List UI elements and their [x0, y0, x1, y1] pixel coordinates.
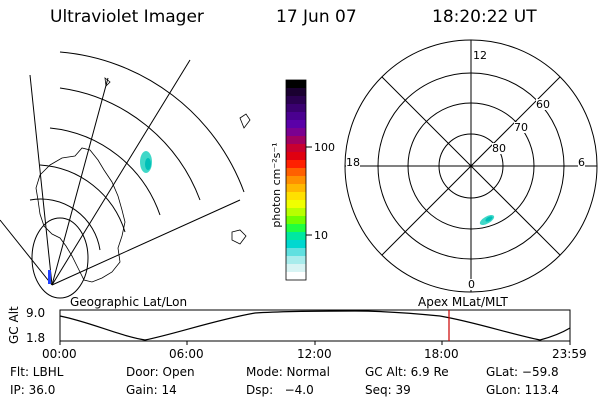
colorbar-band — [286, 96, 306, 105]
colorbar-band — [286, 208, 306, 217]
lat-circle — [59, 51, 245, 193]
polar-hour-label: 6 — [578, 156, 585, 169]
polar-lat-label: 60 — [536, 98, 550, 111]
status-mode: Mode: Normal — [246, 365, 330, 379]
polar-hour-label: 0 — [468, 278, 475, 291]
status-filter: Flt: LBHL — [10, 365, 64, 379]
colorbar-band — [286, 80, 306, 89]
colorbar-band — [286, 216, 306, 225]
colorbar-gradient — [286, 80, 306, 281]
colorbar-band — [286, 176, 306, 185]
polar-lat-label: 70 — [514, 121, 528, 134]
timeline-x-tick: 12:00 — [297, 347, 332, 361]
colorbar-band — [286, 168, 306, 177]
colorbar-band — [286, 224, 306, 233]
colorbar-band — [286, 88, 306, 97]
aurora-emission — [485, 216, 493, 222]
instrument-title: Ultraviolet Imager — [50, 7, 204, 27]
colorbar-band — [286, 128, 306, 137]
lon-line — [51, 199, 241, 286]
timeline-x-tick: 06:00 — [169, 347, 204, 361]
status-seq: Seq: 39 — [365, 383, 411, 397]
aurora-emission — [145, 158, 151, 170]
polar-lat-label: 80 — [492, 142, 506, 155]
colorbar-band — [286, 192, 306, 201]
colorbar-band — [286, 144, 306, 153]
lat-circle — [29, 198, 101, 251]
colorbar-band — [286, 112, 306, 121]
timeline-frame — [59, 309, 571, 342]
lon-line — [51, 59, 191, 286]
timeline-x-tick: 18:00 — [424, 347, 459, 361]
colorbar-frame — [285, 79, 307, 281]
colorbar-band — [286, 248, 306, 257]
colorbar-band — [286, 232, 306, 241]
lon-line — [29, 74, 53, 286]
status-gain: Gain: 14 — [126, 383, 177, 397]
colorbar-band — [286, 160, 306, 169]
timeline-x-tick: 00:00 — [42, 347, 77, 361]
colorbar-band — [286, 120, 306, 129]
coordinate-left-label: Geographic Lat/Lon — [70, 295, 188, 309]
status-glat: GLat: −59.8 — [486, 365, 559, 379]
colorbar-band — [286, 152, 306, 161]
lon-line — [51, 77, 109, 286]
time-label: 18:20:22 UT — [432, 7, 537, 27]
spacecraft-marker — [48, 270, 51, 284]
coastline — [104, 77, 111, 87]
colorbar-band — [286, 256, 306, 265]
date-label: 17 Jun 07 — [276, 7, 357, 27]
coastline — [35, 147, 126, 283]
colorbar-tick-label: 10 — [314, 229, 328, 242]
colorbar-band — [286, 264, 306, 273]
polar-hour-label: 12 — [473, 49, 487, 62]
lat-circle — [39, 164, 126, 233]
coordinate-right-label: Apex MLat/MLT — [418, 295, 508, 309]
status-dsp: Dsp: −4.0 — [246, 383, 314, 397]
status-door: Door: Open — [126, 365, 195, 379]
status-gc-alt: GC Alt: 6.9 Re — [365, 365, 449, 379]
colorbar-band — [286, 136, 306, 145]
colorbar-band — [286, 200, 306, 209]
altitude-curve — [59, 310, 571, 341]
timeline-y-tick: 9.0 — [26, 306, 46, 320]
polar-meridian — [381, 76, 561, 256]
lon-line — [0, 219, 53, 286]
timeline-y-tick: 1.8 — [26, 331, 46, 345]
colorbar-band — [286, 104, 306, 113]
colorbar-band — [286, 272, 306, 281]
coastline — [239, 113, 251, 129]
coastline — [231, 229, 247, 245]
timeline-axis-label: GC Alt — [7, 306, 21, 344]
status-ip: IP: 36.0 — [10, 383, 56, 397]
colorbar-band — [286, 240, 306, 249]
lat-circle — [31, 217, 89, 299]
lat-circle — [59, 87, 201, 201]
lat-circle — [49, 127, 161, 216]
polar-hour-label: 18 — [346, 156, 360, 169]
colorbar-tick-label: 100 — [314, 141, 335, 154]
status-glon: GLon: 113.4 — [486, 383, 559, 397]
colorbar-band — [286, 184, 306, 193]
timeline-x-tick: 23:59 — [552, 347, 587, 361]
